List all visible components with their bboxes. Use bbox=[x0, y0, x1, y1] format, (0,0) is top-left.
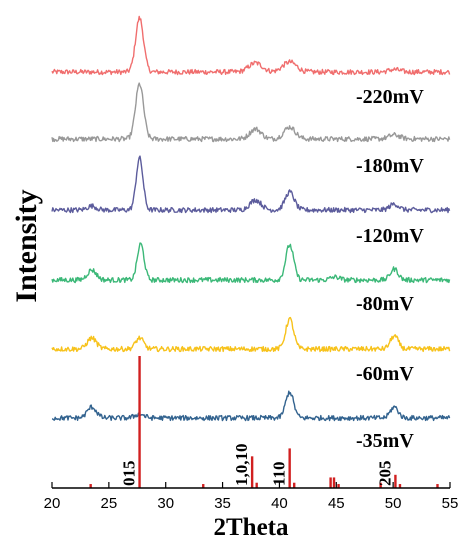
series-label: -35mV bbox=[356, 430, 414, 452]
series-label: -120mV bbox=[356, 225, 424, 247]
series-label: -180mV bbox=[356, 155, 424, 177]
x-tick-label: 45 bbox=[328, 495, 345, 512]
series-line bbox=[51, 155, 451, 214]
x-tick-label: 30 bbox=[157, 495, 174, 512]
reference-label: 205 bbox=[375, 461, 394, 487]
x-tick-label: 25 bbox=[101, 495, 118, 512]
x-tick-label: 35 bbox=[214, 495, 231, 512]
reference-pattern bbox=[89, 356, 439, 488]
y-axis-title: Intensity bbox=[10, 189, 43, 302]
x-tick-label: 55 bbox=[442, 495, 459, 512]
series-line bbox=[51, 316, 451, 353]
axes: 20 25 30 35 40 45 50 55 2Theta Intensity bbox=[10, 189, 458, 541]
series-label: -220mV bbox=[356, 86, 424, 108]
series-label: -60mV bbox=[356, 363, 414, 385]
series-labels: -220mV -180mV -120mV -80mV -60mV -35mV bbox=[356, 86, 424, 452]
series-line bbox=[51, 82, 451, 143]
x-tick-label: 40 bbox=[271, 495, 288, 512]
x-axis-title: 2Theta bbox=[214, 514, 290, 541]
x-tick-label: 20 bbox=[44, 495, 61, 512]
reference-label: 1,0,10 bbox=[232, 444, 251, 487]
series-line bbox=[51, 242, 451, 284]
x-ticks: 20 25 30 35 40 45 50 55 bbox=[44, 482, 459, 512]
diffraction-patterns bbox=[51, 15, 451, 422]
reference-label: 110 bbox=[270, 461, 289, 486]
reference-label: 015 bbox=[120, 461, 139, 487]
series-line bbox=[51, 15, 451, 76]
x-tick-label: 50 bbox=[385, 495, 402, 512]
reference-labels: 015 1,0,10 110 205 bbox=[120, 444, 395, 487]
series-label: -80mV bbox=[356, 293, 414, 315]
series-line bbox=[51, 390, 451, 422]
